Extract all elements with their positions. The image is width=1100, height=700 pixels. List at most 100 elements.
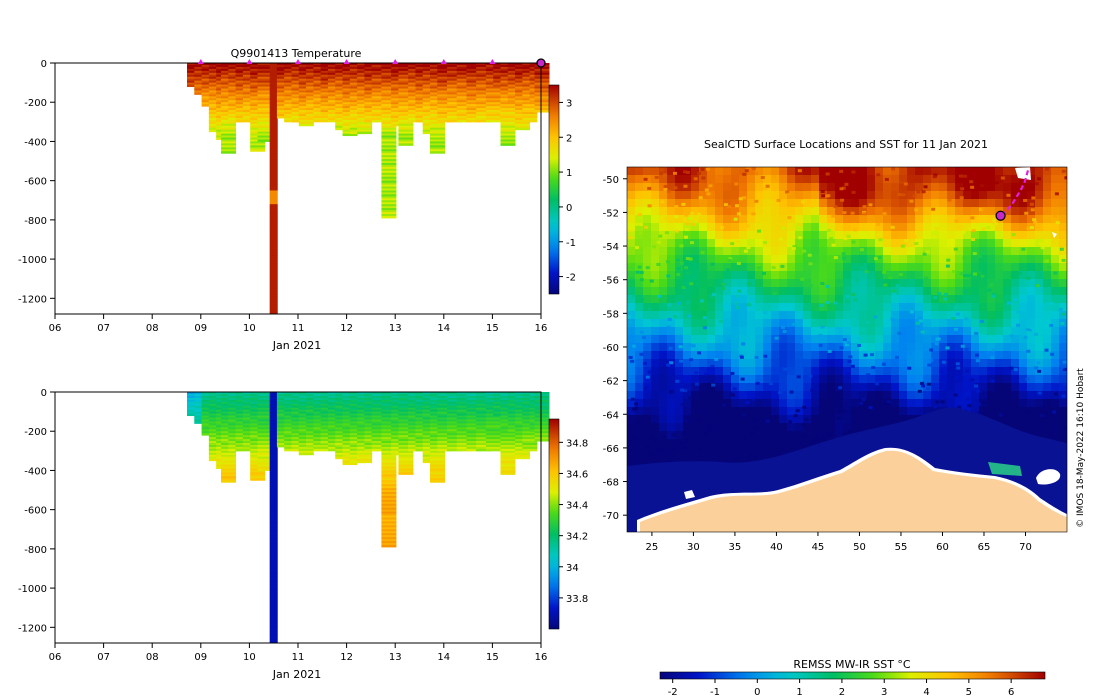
profile-cell xyxy=(381,94,397,97)
sst-cell xyxy=(723,239,732,248)
profile-cell xyxy=(269,70,278,74)
sst-cell xyxy=(955,279,964,288)
profile-cell xyxy=(269,460,278,464)
sst-cell xyxy=(739,287,748,296)
colorbar-tick-label: 0 xyxy=(566,203,572,214)
sst-cell xyxy=(979,175,988,184)
profile-cell xyxy=(466,104,482,107)
sst-cell xyxy=(779,303,788,312)
profile-cell xyxy=(269,304,278,307)
profile-cell xyxy=(381,511,397,515)
profile-cell xyxy=(476,90,492,93)
profile-cell xyxy=(257,88,273,91)
sst-cell xyxy=(963,295,972,304)
profile-cell xyxy=(269,310,278,313)
profile-cell xyxy=(515,125,531,129)
profile-cell xyxy=(381,523,397,526)
sst-cell xyxy=(1059,175,1067,184)
sst-cell xyxy=(971,279,980,288)
sst-cell xyxy=(699,343,708,352)
sst-cell xyxy=(1011,359,1020,368)
profile-cell xyxy=(476,415,492,418)
sst-cell xyxy=(1043,239,1052,248)
profile-cell xyxy=(381,433,397,436)
sst-cell xyxy=(979,167,988,176)
profile-cell xyxy=(447,392,463,395)
sst-cell xyxy=(787,239,796,248)
sst-cell xyxy=(971,319,980,328)
sst-cell xyxy=(787,263,796,272)
profile-cell xyxy=(398,68,414,72)
profile-cell xyxy=(430,478,446,481)
profile-cell xyxy=(447,442,463,446)
profile-cell xyxy=(269,68,278,72)
profile-cell xyxy=(250,472,266,475)
profile-cell xyxy=(381,415,397,418)
sst-cell xyxy=(963,175,972,184)
profile-cell xyxy=(485,446,501,450)
sst-cell xyxy=(715,407,724,416)
profile-cell xyxy=(430,125,446,129)
sst-cell xyxy=(771,175,780,184)
sst-cell xyxy=(635,207,644,216)
sst-cell xyxy=(1019,215,1028,224)
profile-cell xyxy=(298,452,314,456)
sst-cell xyxy=(755,295,764,304)
sst-cell xyxy=(635,351,644,360)
sst-cell xyxy=(683,359,692,368)
sst-cell xyxy=(1059,367,1067,376)
sst-cell xyxy=(1003,407,1012,416)
sst-cell xyxy=(947,359,956,368)
sst-cell xyxy=(803,207,812,216)
sst-cell xyxy=(1011,175,1020,184)
sst-cell xyxy=(835,335,844,344)
sst-cell xyxy=(627,311,636,320)
profile-cell xyxy=(515,121,531,125)
profile-cell xyxy=(381,145,397,148)
sst-cell xyxy=(899,215,908,224)
profile-cell xyxy=(221,462,237,466)
sst-cell xyxy=(827,207,836,216)
sst-cell xyxy=(675,327,684,336)
sst-cell xyxy=(1011,303,1020,312)
profile-cell xyxy=(357,450,373,454)
sst-cell xyxy=(907,191,916,200)
profile-cell xyxy=(534,417,550,420)
profile-cell xyxy=(257,427,273,430)
profile-cell xyxy=(485,448,501,452)
profile-cell xyxy=(437,446,453,450)
sst-cell xyxy=(771,255,780,264)
profile-cell xyxy=(534,431,550,434)
sst-cell xyxy=(755,199,764,208)
profile-cell xyxy=(466,425,482,428)
sst-cell xyxy=(899,351,908,360)
profile-cell xyxy=(371,104,387,107)
sst-cell xyxy=(875,247,884,256)
sst-cell xyxy=(915,367,924,376)
sst-cell xyxy=(747,167,756,176)
profile-cell xyxy=(269,192,278,195)
sst-cell xyxy=(939,271,948,280)
profile-cell xyxy=(476,78,492,82)
sst-cell xyxy=(1011,319,1020,328)
profile-cell xyxy=(269,450,278,454)
sst-cell xyxy=(827,215,836,224)
profile-cell xyxy=(269,601,278,605)
profile-cell xyxy=(269,590,278,593)
sst-cell xyxy=(915,279,924,288)
sst-cell xyxy=(707,311,716,320)
profile-cell xyxy=(257,442,273,446)
sst-cell xyxy=(811,199,820,208)
profile-cell xyxy=(466,397,482,401)
profile-cell xyxy=(257,129,273,133)
sst-cell xyxy=(675,199,684,208)
sst-cell xyxy=(923,271,932,280)
sst-cell xyxy=(1059,303,1067,312)
sst-cell xyxy=(827,263,836,272)
sst-cell xyxy=(883,191,892,200)
sst-cell xyxy=(859,175,868,184)
sst-cell xyxy=(723,207,732,216)
profile-cell xyxy=(269,521,278,524)
profile-cell xyxy=(257,454,273,458)
sst-cell xyxy=(843,303,852,312)
